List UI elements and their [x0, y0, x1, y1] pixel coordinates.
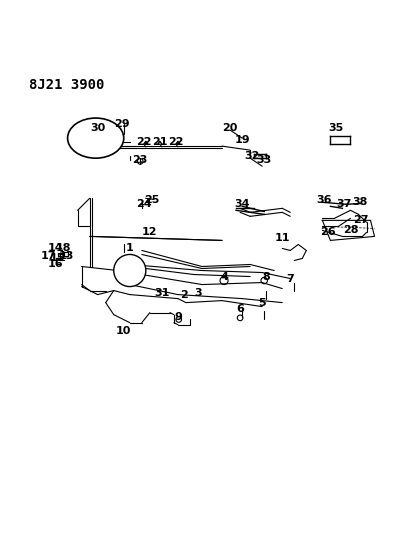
- Text: 28: 28: [343, 225, 358, 236]
- Text: 26: 26: [320, 228, 336, 237]
- Text: 23: 23: [132, 155, 147, 165]
- Text: 6: 6: [236, 304, 244, 313]
- Text: 18: 18: [56, 244, 72, 254]
- Text: 30: 30: [90, 123, 105, 133]
- Text: 31: 31: [154, 288, 170, 297]
- Text: 33: 33: [257, 155, 272, 165]
- Text: 20: 20: [222, 123, 238, 133]
- Ellipse shape: [67, 118, 124, 158]
- Text: 37: 37: [337, 199, 352, 209]
- Circle shape: [220, 277, 228, 285]
- Text: 12: 12: [142, 228, 158, 237]
- Text: 19: 19: [234, 135, 250, 145]
- Text: 36: 36: [317, 195, 332, 205]
- Circle shape: [137, 159, 143, 164]
- Circle shape: [114, 254, 146, 287]
- Text: 16: 16: [48, 260, 63, 270]
- Circle shape: [261, 277, 267, 284]
- Text: 22: 22: [136, 137, 152, 147]
- Text: 35: 35: [329, 123, 344, 133]
- Text: 17: 17: [41, 252, 57, 262]
- Circle shape: [176, 317, 181, 322]
- Text: 24: 24: [136, 199, 152, 209]
- Text: 29: 29: [114, 119, 130, 129]
- Text: 22: 22: [168, 137, 184, 147]
- Text: 21: 21: [152, 137, 168, 147]
- Text: 15: 15: [50, 253, 65, 263]
- Text: 38: 38: [353, 197, 368, 207]
- Text: 3: 3: [194, 288, 202, 297]
- Text: 10: 10: [116, 326, 131, 336]
- Text: 9: 9: [174, 312, 182, 321]
- Text: 27: 27: [353, 215, 368, 225]
- Text: 4: 4: [220, 271, 228, 281]
- Text: 13: 13: [59, 252, 74, 262]
- Circle shape: [237, 315, 243, 321]
- Text: 34: 34: [234, 199, 250, 209]
- Text: 8J21 3900: 8J21 3900: [29, 78, 105, 92]
- Text: 14: 14: [48, 244, 63, 254]
- Text: 7: 7: [286, 273, 294, 284]
- Text: 8: 8: [262, 271, 270, 281]
- Text: 32: 32: [244, 151, 260, 161]
- Text: 2: 2: [180, 289, 188, 300]
- Text: 1: 1: [126, 244, 134, 254]
- Text: 25: 25: [144, 195, 160, 205]
- Text: 11: 11: [274, 233, 290, 244]
- Text: 5: 5: [259, 297, 266, 308]
